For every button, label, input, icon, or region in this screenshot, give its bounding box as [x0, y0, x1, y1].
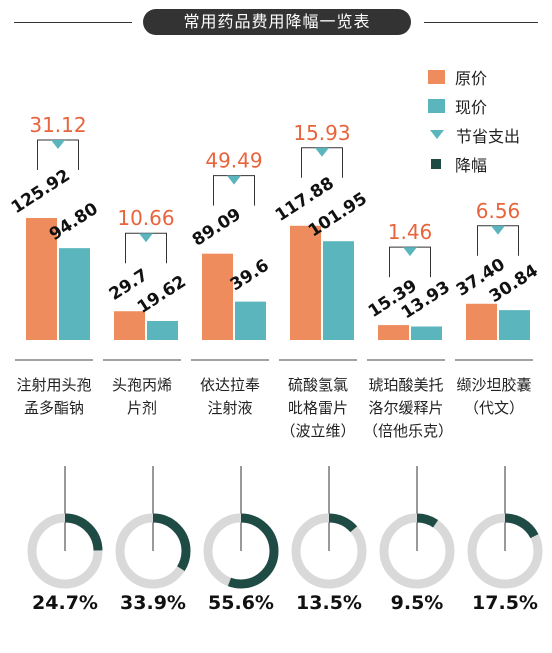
chart-title: 常用药品费用降幅一览表 [143, 9, 411, 35]
bar-original [378, 325, 409, 340]
triangle-down-icon [430, 130, 444, 139]
bar-current [59, 248, 90, 340]
legend-item-current: 现价 [428, 91, 520, 120]
category-label: 琥珀酸美托洛尔缓释片 （倍他乐克） [363, 374, 454, 443]
savings-value-label: 1.46 [388, 220, 433, 244]
decline-percent-label: 13.5% [296, 592, 362, 614]
category-label-line: 吡格雷片 [287, 399, 348, 417]
legend-original-label: 原价 [455, 68, 488, 88]
decline-ring-arc [291, 513, 367, 589]
legend-current-swatch [428, 98, 445, 113]
title-rule-right [424, 22, 538, 23]
category-label-line: 头孢丙烯 [111, 376, 172, 394]
decline-ring-arc [467, 513, 543, 589]
bar-current [411, 326, 442, 340]
category-label: 依达拉奉 注射液 [187, 374, 273, 420]
savings-value-label: 49.49 [205, 149, 262, 173]
category-label: 硫酸氢氯吡格雷片 （波立维） [275, 374, 361, 443]
title-bar: 常用药品费用降幅一览表 [0, 9, 552, 35]
bar-current [499, 310, 530, 340]
bar-original [202, 253, 233, 340]
bar-original [26, 218, 57, 340]
bar-original [114, 311, 145, 340]
savings-marker [51, 140, 65, 149]
savings-marker [491, 225, 505, 235]
category-label-line: （代文） [463, 399, 524, 417]
category-label: 缬沙坦胶囊 （代文） [451, 374, 537, 420]
title-rule-left [14, 22, 132, 23]
decline-percent-label: 33.9% [120, 592, 186, 614]
category-label-line: 依达拉奉 [199, 376, 260, 394]
legend-item-decline: 降幅 [428, 149, 520, 178]
category-label-line: 硫酸氢氯 [287, 376, 348, 394]
decline-percent-label: 9.5% [390, 592, 444, 614]
category-label-line: （倍他乐克） [363, 422, 454, 440]
legend-decline-label: 降幅 [455, 155, 488, 175]
decline-ring-arc [203, 513, 279, 589]
decline-ring-arc [379, 513, 455, 589]
category-label-line: 注射液 [207, 399, 253, 417]
savings-value-label: 10.66 [117, 206, 174, 230]
category-label: 注射用头孢 孟多酯钠 [11, 374, 97, 420]
savings-marker [227, 175, 241, 185]
category-label-line: 注射用头孢 [16, 376, 92, 394]
savings-marker [403, 247, 417, 257]
legend: 原价 现价 节省支出 降幅 [428, 62, 520, 178]
decline-ring-arc [27, 513, 103, 589]
decline-percent-label: 55.6% [208, 592, 274, 614]
decline-percent-label: 17.5% [472, 592, 538, 614]
savings-marker [139, 233, 153, 243]
decline-percent-label: 24.7% [32, 592, 98, 614]
decline-ring-arc [115, 513, 191, 589]
legend-current-label: 现价 [455, 97, 488, 117]
category-label: 头孢丙烯 片剂 [99, 374, 185, 420]
legend-item-saving: 节省支出 [428, 120, 520, 149]
bar-current [323, 241, 354, 340]
category-label-line: 洛尔缓释片 [368, 399, 444, 417]
category-label-line: 孟多酯钠 [23, 399, 84, 417]
legend-item-original: 原价 [428, 62, 520, 91]
legend-decline-swatch [431, 158, 441, 169]
legend-saving-label: 节省支出 [456, 126, 521, 146]
bar-current [147, 320, 178, 340]
category-label-line: 琥珀酸美托 [368, 376, 444, 394]
savings-value-label: 6.56 [476, 199, 521, 223]
value-label-current: 94.80 [46, 199, 102, 245]
savings-value-label: 15.93 [293, 121, 350, 145]
category-label-line: 片剂 [126, 399, 157, 417]
savings-value-label: 31.12 [29, 113, 86, 137]
value-label-original: 125.92 [8, 166, 74, 219]
category-label-line: （波立维） [280, 422, 356, 440]
legend-original-swatch [428, 69, 445, 84]
category-label-line: 缬沙坦胶囊 [456, 376, 532, 394]
bar-original [290, 225, 321, 340]
bar-current [235, 301, 266, 340]
value-label-current: 39.6 [227, 256, 273, 296]
bar-original [466, 303, 497, 340]
value-label-original: 89.09 [189, 204, 245, 250]
savings-marker [315, 147, 329, 157]
